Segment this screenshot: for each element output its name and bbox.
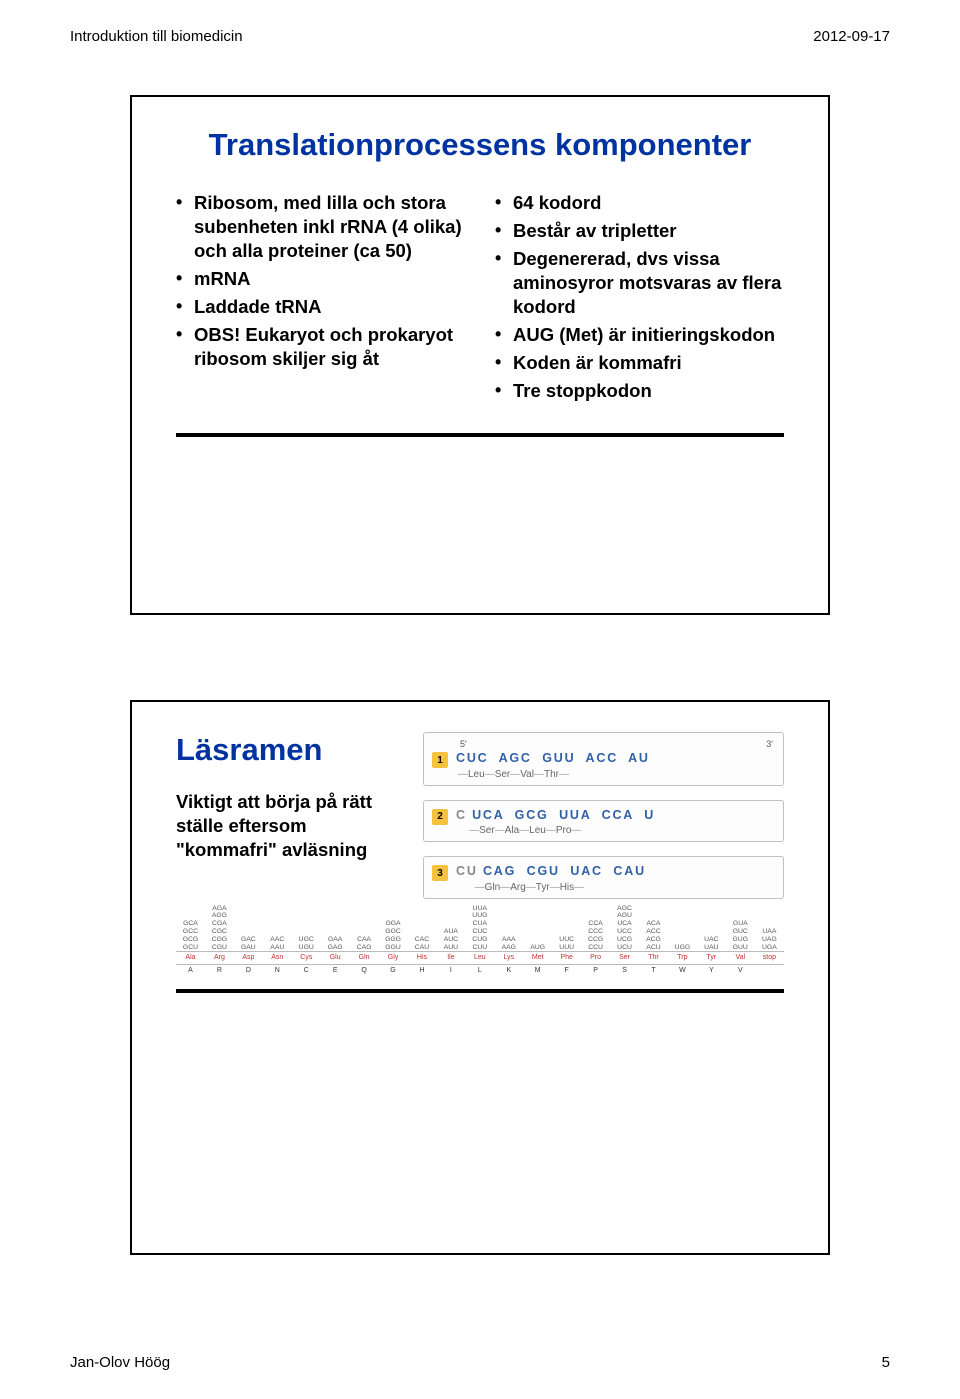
frame-number: 3: [432, 865, 448, 881]
bullet-item: OBS! Eukaryot och prokaryot ribosom skil…: [176, 323, 465, 371]
slide2-divider: [176, 989, 784, 993]
slide2-left-text: Viktigt att börja på rätt ställe efterso…: [176, 790, 401, 862]
bullet-item: 64 kodord: [495, 191, 784, 215]
slide1-divider: [176, 433, 784, 437]
slide-2: Läsramen Viktigt att börja på rätt ställ…: [130, 700, 830, 1255]
footer-right: 5: [882, 1354, 890, 1371]
slide1-title: Translationprocessens komponenter: [176, 127, 784, 163]
bullet-item: Tre stoppkodon: [495, 379, 784, 403]
bullet-item: Består av tripletter: [495, 219, 784, 243]
bullet-item: Degenererad, dvs vissa aminosyror motsva…: [495, 247, 784, 319]
slide1-right-list: 64 kodord Består av tripletter Degenererad…: [495, 191, 784, 403]
slide2-title: Läsramen: [176, 732, 401, 768]
bullet-item: Ribosom, med lilla och stora subenheten …: [176, 191, 465, 263]
bullet-item: AUG (Met) är initieringskodon: [495, 323, 784, 347]
bullet-item: Koden är kommafri: [495, 351, 784, 375]
codon-table: AGAUUAAGCAGGUUGAGUGCACGAGGACUACCAUCAACAG…: [176, 905, 784, 976]
bullet-item: mRNA: [176, 267, 465, 291]
frame-sequence: C UCA GCG UUA CCA U: [456, 807, 775, 825]
bullet-item: Laddade tRNA: [176, 295, 465, 319]
reading-frames: 5'3'1CUC AGC GUU ACC AU—Leu—Ser—Val—Thr—…: [423, 732, 784, 899]
frame-number: 2: [432, 809, 448, 825]
codon-table-block: AGAUUAAGCAGGUUGAGUGCACGAGGACUACCAUCAACAG…: [176, 905, 784, 976]
footer-left: Jan-Olov Höög: [70, 1354, 170, 1371]
frame-sequence: CU CAG CGU UAC CAU: [456, 863, 775, 881]
slide-1: Translationprocessens komponenter Riboso…: [130, 95, 830, 615]
reading-frame: 2 C UCA GCG UUA CCA U —Ser—Ala—Leu—Pro—: [423, 800, 784, 843]
frame-amino-acids: —Leu—Ser—Val—Thr—: [456, 768, 775, 781]
frame-number: 1: [432, 752, 448, 768]
reading-frame: 3 CU CAG CGU UAC CAU —Gln—Arg—Tyr—His—: [423, 856, 784, 899]
frame-amino-acids: —Ser—Ala—Leu—Pro—: [456, 824, 775, 837]
frame-amino-acids: —Gln—Arg—Tyr—His—: [456, 881, 775, 894]
reading-frame: 5'3'1CUC AGC GUU ACC AU—Leu—Ser—Val—Thr—: [423, 732, 784, 786]
header-left: Introduktion till biomedicin: [70, 28, 243, 45]
frame-sequence: CUC AGC GUU ACC AU: [456, 750, 775, 768]
slide1-left-list: Ribosom, med lilla och stora subenheten …: [176, 191, 465, 371]
header-right: 2012-09-17: [813, 28, 890, 45]
